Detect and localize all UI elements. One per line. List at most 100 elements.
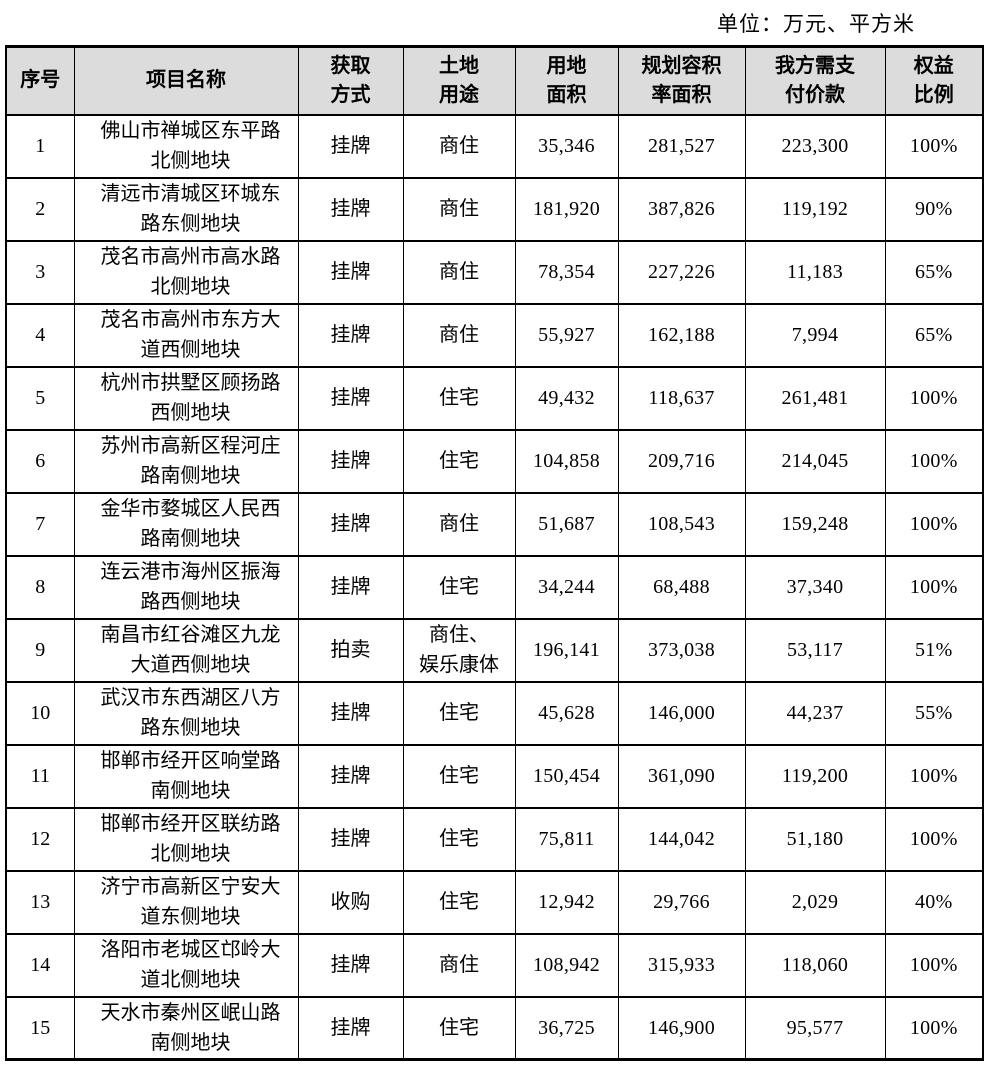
header-serial-no: 序号 — [5, 45, 75, 116]
cell-acquire-method: 挂牌 — [297, 302, 404, 368]
cell-equity-ratio: 51% — [884, 617, 984, 683]
cell-land-area: 181,920 — [514, 176, 619, 242]
cell-planned-gfa: 281,527 — [617, 113, 746, 179]
cell-planned-gfa: 146,900 — [617, 995, 746, 1061]
table-row: 15 天水市秦州区岷山路 南侧地块 挂牌 住宅 36,725 146,900 9… — [5, 995, 984, 1061]
cell-project-name: 杭州市拱墅区顾扬路 西侧地块 — [73, 365, 299, 431]
cell-serial-no: 12 — [5, 806, 75, 872]
table-body: 1 佛山市禅城区东平路 北侧地块 挂牌 商住 35,346 281,527 22… — [5, 113, 984, 1061]
cell-equity-ratio: 100% — [884, 428, 984, 494]
cell-equity-ratio: 65% — [884, 239, 984, 305]
cell-land-use: 商住、 娱乐康体 — [402, 617, 516, 683]
cell-acquire-method: 挂牌 — [297, 428, 404, 494]
cell-serial-no: 13 — [5, 869, 75, 935]
cell-payable-price: 37,340 — [744, 554, 886, 620]
cell-land-use: 住宅 — [402, 806, 516, 872]
table-row: 9 南昌市红谷滩区九龙 大道西侧地块 拍卖 商住、 娱乐康体 196,141 3… — [5, 617, 984, 683]
cell-planned-gfa: 118,637 — [617, 365, 746, 431]
cell-project-name: 佛山市禅城区东平路 北侧地块 — [73, 113, 299, 179]
cell-project-name: 茂名市高州市高水路 北侧地块 — [73, 239, 299, 305]
table-row: 11 邯郸市经开区响堂路 南侧地块 挂牌 住宅 150,454 361,090 … — [5, 743, 984, 809]
cell-project-name: 武汉市东西湖区八方 路东侧地块 — [73, 680, 299, 746]
cell-payable-price: 118,060 — [744, 932, 886, 998]
cell-land-area: 150,454 — [514, 743, 619, 809]
cell-serial-no: 5 — [5, 365, 75, 431]
table-row: 4 茂名市高州市东方大 道西侧地块 挂牌 商住 55,927 162,188 7… — [5, 302, 984, 368]
cell-equity-ratio: 100% — [884, 743, 984, 809]
table-row: 3 茂名市高州市高水路 北侧地块 挂牌 商住 78,354 227,226 11… — [5, 239, 984, 305]
cell-acquire-method: 挂牌 — [297, 743, 404, 809]
cell-serial-no: 11 — [5, 743, 75, 809]
cell-land-area: 108,942 — [514, 932, 619, 998]
cell-serial-no: 10 — [5, 680, 75, 746]
cell-land-area: 75,811 — [514, 806, 619, 872]
cell-acquire-method: 挂牌 — [297, 113, 404, 179]
cell-planned-gfa: 29,766 — [617, 869, 746, 935]
cell-payable-price: 214,045 — [744, 428, 886, 494]
cell-serial-no: 6 — [5, 428, 75, 494]
cell-payable-price: 159,248 — [744, 491, 886, 557]
cell-land-area: 45,628 — [514, 680, 619, 746]
cell-acquire-method: 挂牌 — [297, 491, 404, 557]
cell-planned-gfa: 227,226 — [617, 239, 746, 305]
table-row: 13 济宁市高新区宁安大 道东侧地块 收购 住宅 12,942 29,766 2… — [5, 869, 984, 935]
cell-equity-ratio: 65% — [884, 302, 984, 368]
cell-acquire-method: 挂牌 — [297, 680, 404, 746]
cell-serial-no: 8 — [5, 554, 75, 620]
cell-acquire-method: 挂牌 — [297, 176, 404, 242]
table-row: 6 苏州市高新区程河庄 路南侧地块 挂牌 住宅 104,858 209,716 … — [5, 428, 984, 494]
cell-serial-no: 4 — [5, 302, 75, 368]
cell-land-area: 51,687 — [514, 491, 619, 557]
cell-land-use: 商住 — [402, 302, 516, 368]
cell-equity-ratio: 100% — [884, 554, 984, 620]
table-row: 7 金华市婺城区人民西 路南侧地块 挂牌 商住 51,687 108,543 1… — [5, 491, 984, 557]
cell-acquire-method: 收购 — [297, 869, 404, 935]
cell-acquire-method: 挂牌 — [297, 554, 404, 620]
cell-land-use: 商住 — [402, 176, 516, 242]
table-row: 12 邯郸市经开区联纺路 北侧地块 挂牌 住宅 75,811 144,042 5… — [5, 806, 984, 872]
header-row: 序号 项目名称 获取 方式 土地 用途 用地 面积 规划容积 率面积 我方需支 … — [5, 45, 984, 116]
cell-planned-gfa: 373,038 — [617, 617, 746, 683]
cell-project-name: 天水市秦州区岷山路 南侧地块 — [73, 995, 299, 1061]
cell-project-name: 洛阳市老城区邙岭大 道北侧地块 — [73, 932, 299, 998]
cell-equity-ratio: 40% — [884, 869, 984, 935]
table-row: 2 清远市清城区环城东 路东侧地块 挂牌 商住 181,920 387,826 … — [5, 176, 984, 242]
cell-land-area: 49,432 — [514, 365, 619, 431]
table-row: 10 武汉市东西湖区八方 路东侧地块 挂牌 住宅 45,628 146,000 … — [5, 680, 984, 746]
cell-acquire-method: 挂牌 — [297, 995, 404, 1061]
header-project-name: 项目名称 — [73, 45, 299, 116]
table-row: 5 杭州市拱墅区顾扬路 西侧地块 挂牌 住宅 49,432 118,637 26… — [5, 365, 984, 431]
cell-land-use: 住宅 — [402, 554, 516, 620]
cell-land-use: 商住 — [402, 239, 516, 305]
cell-payable-price: 44,237 — [744, 680, 886, 746]
cell-acquire-method: 挂牌 — [297, 806, 404, 872]
unit-note: 单位：万元、平方米 — [717, 12, 915, 36]
table-row: 1 佛山市禅城区东平路 北侧地块 挂牌 商住 35,346 281,527 22… — [5, 113, 984, 179]
cell-serial-no: 9 — [5, 617, 75, 683]
cell-land-use: 商住 — [402, 113, 516, 179]
cell-land-use: 住宅 — [402, 680, 516, 746]
cell-project-name: 清远市清城区环城东 路东侧地块 — [73, 176, 299, 242]
cell-payable-price: 53,117 — [744, 617, 886, 683]
cell-planned-gfa: 68,488 — [617, 554, 746, 620]
cell-serial-no: 1 — [5, 113, 75, 179]
header-payable-price: 我方需支 付价款 — [744, 45, 886, 116]
cell-payable-price: 119,200 — [744, 743, 886, 809]
cell-payable-price: 119,192 — [744, 176, 886, 242]
cell-acquire-method: 挂牌 — [297, 932, 404, 998]
cell-project-name: 邯郸市经开区联纺路 北侧地块 — [73, 806, 299, 872]
cell-planned-gfa: 144,042 — [617, 806, 746, 872]
cell-project-name: 连云港市海州区振海 路西侧地块 — [73, 554, 299, 620]
cell-equity-ratio: 100% — [884, 491, 984, 557]
cell-payable-price: 11,183 — [744, 239, 886, 305]
cell-acquire-method: 挂牌 — [297, 239, 404, 305]
cell-project-name: 茂名市高州市东方大 道西侧地块 — [73, 302, 299, 368]
cell-serial-no: 3 — [5, 239, 75, 305]
cell-equity-ratio: 100% — [884, 995, 984, 1061]
cell-land-use: 住宅 — [402, 995, 516, 1061]
cell-land-area: 196,141 — [514, 617, 619, 683]
cell-land-use: 住宅 — [402, 869, 516, 935]
cell-project-name: 济宁市高新区宁安大 道东侧地块 — [73, 869, 299, 935]
table-header: 序号 项目名称 获取 方式 土地 用途 用地 面积 规划容积 率面积 我方需支 … — [5, 45, 984, 116]
table-row: 14 洛阳市老城区邙岭大 道北侧地块 挂牌 商住 108,942 315,933… — [5, 932, 984, 998]
